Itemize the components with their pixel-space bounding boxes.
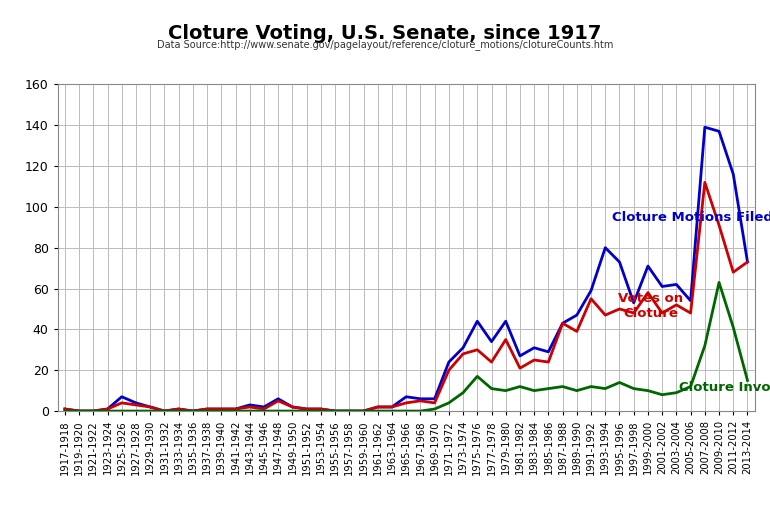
Text: Cloture Invoked: Cloture Invoked	[679, 380, 770, 394]
Text: Cloture Voting, U.S. Senate, since 1917: Cloture Voting, U.S. Senate, since 1917	[169, 24, 601, 43]
Text: Votes on
Cloture: Votes on Cloture	[618, 292, 683, 320]
Text: Cloture Motions Filed: Cloture Motions Filed	[612, 211, 770, 224]
Text: Data Source:http://www.senate.gov/pagelayout/reference/cloture_motions/clotureCo: Data Source:http://www.senate.gov/pagela…	[157, 40, 613, 51]
